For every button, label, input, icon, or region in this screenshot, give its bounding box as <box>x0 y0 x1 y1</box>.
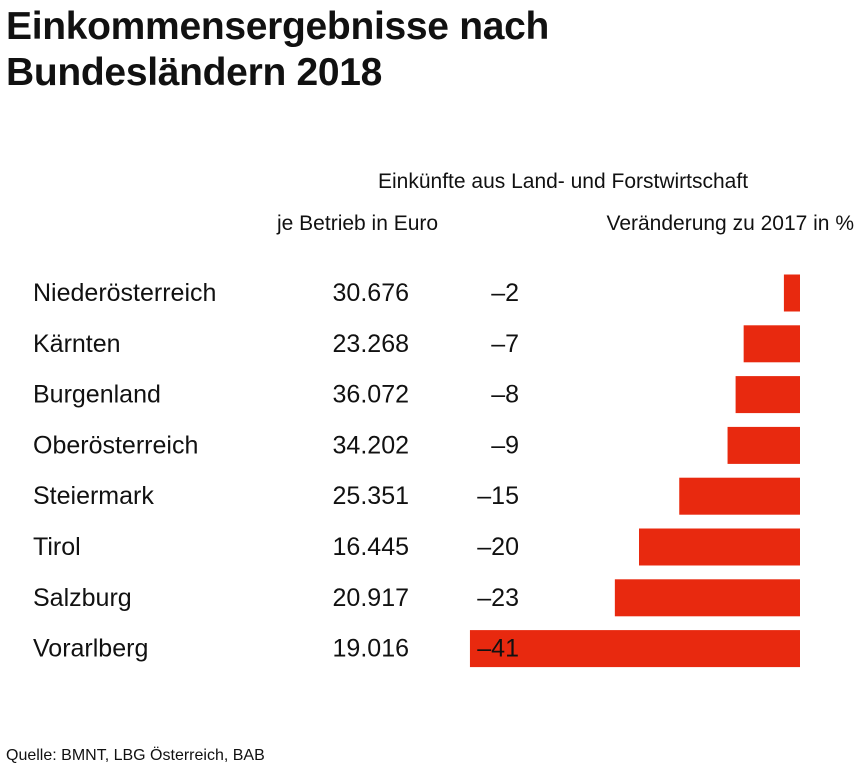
category-label-7: Vorarlberg <box>33 635 148 663</box>
bar-7 <box>469 630 800 668</box>
change-label-5: –20 <box>477 533 519 561</box>
bar-4 <box>679 477 800 515</box>
income-value-0: 30.676 <box>333 279 409 307</box>
change-label-0: –2 <box>491 279 519 307</box>
bar-6 <box>614 579 800 617</box>
category-label-2: Burgenland <box>33 381 161 409</box>
change-label-7: –41 <box>477 635 519 663</box>
bar-2 <box>735 376 800 414</box>
change-label-1: –7 <box>491 330 519 358</box>
category-label-0: Niederösterreich <box>33 279 216 307</box>
source-note: Quelle: BMNT, LBG Österreich, BAB <box>6 747 265 764</box>
bar-3 <box>727 426 800 464</box>
income-value-4: 25.351 <box>333 482 409 510</box>
category-label-1: Kärnten <box>33 330 121 358</box>
change-label-6: –23 <box>477 584 519 612</box>
income-value-7: 19.016 <box>333 635 409 663</box>
chart-title: Einkommensergebnisse nach Bundesländern … <box>6 4 846 96</box>
bar-0 <box>783 274 800 312</box>
header-income-category: Einkünfte aus Land- und Forstwirtschaft <box>378 170 749 193</box>
category-label-4: Steiermark <box>33 482 154 510</box>
chart-title-line-2: Bundesländern 2018 <box>6 51 383 94</box>
category-label-5: Tirol <box>33 533 81 561</box>
chart-title-line-1: Einkommensergebnisse nach <box>6 5 550 48</box>
bar-chart: Niederösterreich 30.676 –2 Kärnten 23.268 –7 B… <box>33 274 800 668</box>
change-label-4: –15 <box>477 482 519 510</box>
header-income-per-farm: je Betrieb in Euro <box>277 212 439 235</box>
income-value-3: 34.202 <box>333 431 409 459</box>
header-change-percent: Veränderung zu 2017 in % <box>606 212 854 235</box>
income-value-6: 20.917 <box>333 584 409 612</box>
category-label-3: Oberösterreich <box>33 431 198 459</box>
category-label-6: Salzburg <box>33 584 132 612</box>
income-value-5: 16.445 <box>333 533 409 561</box>
change-label-2: –8 <box>491 381 519 409</box>
income-value-1: 23.268 <box>333 330 409 358</box>
income-value-2: 36.072 <box>333 381 409 409</box>
change-label-3: –9 <box>491 431 519 459</box>
bar-5 <box>639 528 800 566</box>
bar-1 <box>743 325 800 363</box>
